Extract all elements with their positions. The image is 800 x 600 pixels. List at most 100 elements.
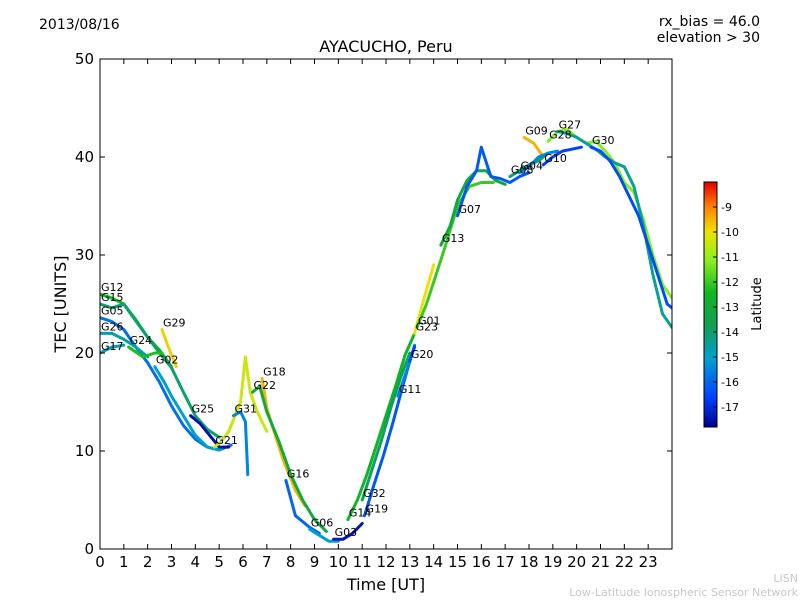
series-label: G13 — [442, 232, 465, 245]
x-tick-label: 3 — [167, 553, 177, 571]
x-tick-label: 17 — [496, 553, 515, 571]
series-g26 — [100, 331, 150, 359]
series-g31 — [232, 410, 250, 476]
colorbar — [703, 181, 718, 428]
x-tick-label: 21 — [591, 553, 610, 571]
series-label: G18 — [263, 365, 286, 378]
series-label: G06 — [311, 516, 334, 529]
x-tick-label: 11 — [353, 553, 372, 571]
x-tick-label: 8 — [286, 553, 296, 571]
colorbar-tick-label: -14 — [721, 326, 739, 339]
series-g24 — [127, 345, 164, 359]
series-g13 — [439, 169, 507, 247]
x-tick-label: 12 — [376, 553, 395, 571]
series-g22 — [251, 384, 328, 533]
series-g18 — [260, 377, 307, 508]
series-label: G04 — [520, 160, 543, 173]
colorbar-tick-label: -13 — [721, 301, 739, 314]
x-tick-label: 7 — [262, 553, 272, 571]
series-g17 — [100, 343, 126, 355]
series-label: G30 — [592, 134, 615, 147]
x-tick-label: 1 — [119, 553, 129, 571]
x-tick-label: 0 — [95, 553, 105, 571]
series-g29 — [160, 328, 178, 369]
series-label: G05 — [101, 305, 124, 318]
series-label: G29 — [163, 316, 186, 329]
colorbar-tick-label: -12 — [721, 276, 739, 289]
y-tick-label: 20 — [75, 344, 94, 362]
series-label: G24 — [130, 334, 153, 347]
series-label: G17 — [101, 340, 124, 353]
series-g06 — [308, 527, 340, 543]
series-label: G11 — [399, 383, 422, 396]
series-label: G19 — [366, 503, 389, 516]
colorbar-label: Latitude — [750, 277, 765, 331]
series-g21 — [212, 355, 269, 449]
y-tick-label: 40 — [75, 148, 94, 166]
colorbar-tick-label: -11 — [721, 251, 739, 264]
colorbar-tick-label: -15 — [721, 351, 739, 364]
series-label: G31 — [234, 403, 257, 416]
series-g03 — [332, 522, 364, 541]
x-tick-label: 10 — [329, 553, 348, 571]
series-g32 — [360, 351, 412, 502]
series-g09 — [522, 135, 545, 159]
x-tick-label: 9 — [310, 553, 320, 571]
x-axis-label: Time [UT] — [346, 575, 425, 594]
x-tick-label: 15 — [448, 553, 467, 571]
series-label: G28 — [549, 128, 572, 141]
credit-short: LISN — [773, 572, 798, 585]
x-tick-label: 5 — [214, 553, 224, 571]
x-tick-label: 20 — [567, 553, 586, 571]
series-g20 — [408, 345, 417, 363]
series-label: G14 — [349, 507, 372, 520]
series-g07 — [456, 145, 531, 218]
x-tick-label: 6 — [238, 553, 248, 571]
elevation-label: elevation > 30 — [656, 30, 760, 46]
series-label: G26 — [101, 320, 124, 333]
series-g04 — [518, 149, 560, 175]
series-g28 — [546, 128, 672, 300]
series-g10 — [541, 145, 583, 167]
series-g16 — [284, 478, 321, 535]
y-axis-label: TEC [UNITS] — [51, 256, 70, 354]
colorbar-tick-label: -10 — [721, 226, 739, 239]
series-g30 — [589, 145, 672, 310]
credit-long: Low-Latitude Ionospheric Sensor Network — [569, 586, 798, 599]
rx-bias-label: rx_bias = 46.0 — [658, 14, 760, 30]
x-tick-label: 22 — [615, 553, 634, 571]
colorbar-tick-label: -16 — [721, 376, 739, 389]
series-label: G09 — [525, 124, 548, 137]
date-label: 2013/08/16 — [39, 17, 120, 33]
series-g27 — [556, 130, 672, 329]
series-label: G01 — [418, 315, 441, 328]
x-tick-label: 18 — [519, 553, 538, 571]
series-label: G15 — [101, 291, 124, 304]
x-tick-label: 23 — [639, 553, 658, 571]
y-tick-label: 30 — [75, 246, 94, 264]
series-g02 — [153, 365, 226, 452]
series-label: G25 — [192, 403, 215, 416]
series-label: G23 — [416, 320, 439, 333]
credit: LISN Low-Latitude Ionospheric Sensor Net… — [569, 572, 798, 600]
series-label: G10 — [544, 152, 567, 165]
chart-title: AYACUCHO, Peru — [319, 37, 453, 56]
colorbar-tick-label: -17 — [721, 401, 739, 414]
colorbar-tick-label: -9 — [721, 201, 732, 214]
x-tick-label: 2 — [143, 553, 153, 571]
series-label: G21 — [215, 434, 238, 447]
plot-frame — [99, 58, 673, 550]
series-label: G03 — [335, 526, 358, 539]
series-label: G12 — [101, 281, 124, 294]
series-label: G20 — [411, 348, 434, 361]
series-label: G08 — [511, 164, 534, 177]
bias-info: rx_bias = 46.0 elevation > 30 — [657, 14, 760, 46]
series-label: G32 — [363, 487, 386, 500]
y-tick-label: 50 — [75, 50, 94, 68]
y-tick-label: 0 — [84, 540, 94, 558]
series-label: G22 — [254, 379, 277, 392]
series-g14 — [346, 331, 417, 522]
x-tick-label: 16 — [472, 553, 491, 571]
x-tick-label: 14 — [424, 553, 443, 571]
